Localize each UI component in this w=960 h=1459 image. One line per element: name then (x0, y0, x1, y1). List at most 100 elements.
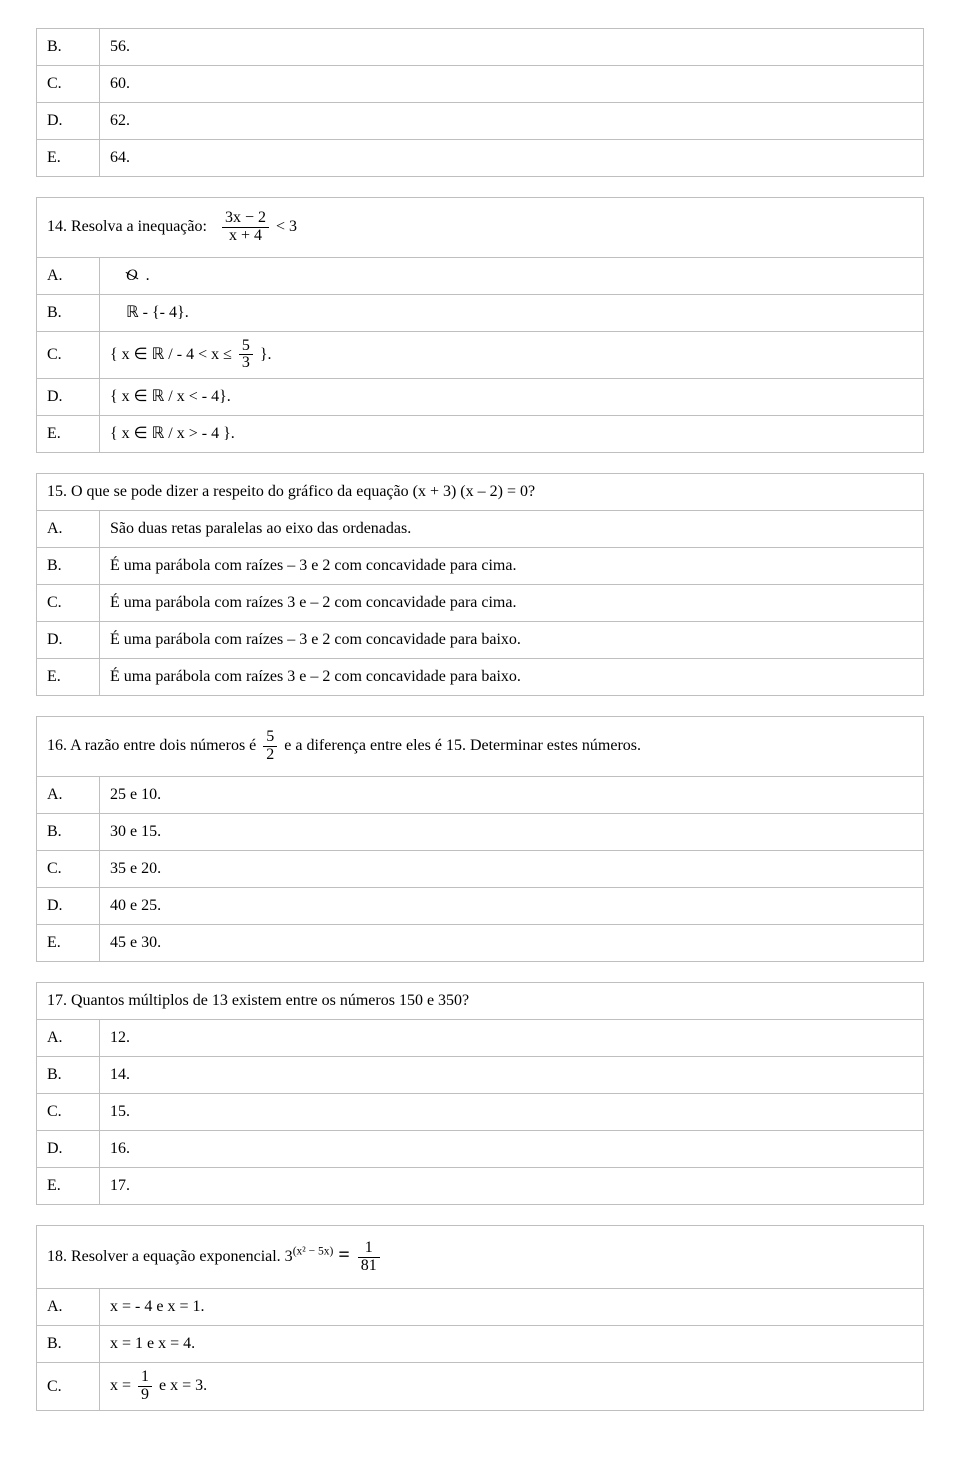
question-17: 17. Quantos múltiplos de 13 existem entr… (36, 982, 924, 1205)
option-text: 25 e 10. (100, 776, 924, 813)
table-row: B.30 e 15. (37, 813, 924, 850)
fraction: 5 2 (263, 729, 277, 764)
exponent: (x² − 5x) (293, 1245, 334, 1257)
fraction: 5 3 (239, 338, 253, 373)
option-letter: E. (37, 659, 100, 696)
option-text: 30 e 15. (100, 813, 924, 850)
fraction-den: 3 (239, 354, 253, 372)
prompt-text: 16. A razão entre dois números é (47, 737, 260, 754)
fraction-num: 5 (239, 338, 253, 355)
option-text: ℝ - {- 4}. (100, 294, 924, 331)
option-letter: C. (37, 331, 100, 379)
table-row: D.40 e 25. (37, 887, 924, 924)
prompt-text: 14. Resolva a inequação: (47, 218, 207, 235)
table-row: D.É uma parábola com raízes – 3 e 2 com … (37, 622, 924, 659)
fraction-num: 5 (263, 729, 277, 746)
option-letter: A. (37, 1019, 100, 1056)
question-15: 15. O que se pode dizer a respeito do gr… (36, 473, 924, 696)
table-row: A. O . (37, 257, 924, 294)
option-text: { x ∈ ℝ / x > - 4 }. (100, 416, 924, 453)
table-row: B.É uma parábola com raízes – 3 e 2 com … (37, 548, 924, 585)
question-18: 18. Resolver a equação exponencial. 3(x²… (36, 1225, 924, 1411)
option-text: 45 e 30. (100, 924, 924, 961)
option-text: É uma parábola com raízes – 3 e 2 com co… (100, 548, 924, 585)
option-letter: E. (37, 140, 100, 177)
option-text: { x ∈ ℝ / - 4 < x ≤ 5 3 }. (100, 331, 924, 379)
question-fragment-top: B. 56. C. 60. D. 62. E. 64. (36, 28, 924, 177)
question-prompt: 15. O que se pode dizer a respeito do gr… (37, 474, 924, 511)
fraction-num: 3x − 2 (222, 210, 269, 227)
table-row: E.É uma parábola com raízes 3 e – 2 com … (37, 659, 924, 696)
fraction: 1 81 (358, 1240, 380, 1275)
fraction-den: 2 (263, 746, 277, 764)
option-text: 35 e 20. (100, 850, 924, 887)
fraction-den: 81 (358, 1257, 380, 1275)
table-row: B. x = 1 e x = 4. (37, 1326, 924, 1363)
option-letter: E. (37, 416, 100, 453)
table-row: E. { x ∈ ℝ / x > - 4 }. (37, 416, 924, 453)
table-row: C. x = 1 9 e x = 3. (37, 1363, 924, 1411)
table-row: D.16. (37, 1130, 924, 1167)
question-prompt: 17. Quantos múltiplos de 13 existem entr… (37, 982, 924, 1019)
option-letter: C. (37, 1093, 100, 1130)
option-text: É uma parábola com raízes 3 e – 2 com co… (100, 585, 924, 622)
table-row: B.14. (37, 1056, 924, 1093)
option-text: 62. (100, 103, 924, 140)
fraction-den: x + 4 (222, 227, 269, 245)
option-letter: C. (37, 850, 100, 887)
option-letter: B. (37, 1326, 100, 1363)
option-letter: B. (37, 548, 100, 585)
question-prompt: 16. A razão entre dois números é 5 2 e a… (37, 717, 924, 777)
table-row: C.35 e 20. (37, 850, 924, 887)
option-letter: D. (37, 887, 100, 924)
question-prompt: 18. Resolver a equação exponencial. 3(x²… (37, 1225, 924, 1289)
table-row: A. x = - 4 e x = 1. (37, 1289, 924, 1326)
option-letter: B. (37, 1056, 100, 1093)
option-text: x = 1 9 e x = 3. (100, 1363, 924, 1411)
question-14: 14. Resolva a inequação: 3x − 2 x + 4 < … (36, 197, 924, 453)
option-text: 15. (100, 1093, 924, 1130)
table-row: D. { x ∈ ℝ / x < - 4}. (37, 379, 924, 416)
option-text: x = 1 e x = 4. (100, 1326, 924, 1363)
table-row: E. 64. (37, 140, 924, 177)
option-letter: D. (37, 379, 100, 416)
table-row: E.45 e 30. (37, 924, 924, 961)
fraction: 3x − 2 x + 4 (222, 210, 269, 245)
table-row: C. 60. (37, 66, 924, 103)
fraction-num: 1 (358, 1240, 380, 1257)
relation-rhs: < 3 (276, 218, 297, 235)
table-row: A.São duas retas paralelas ao eixo das o… (37, 511, 924, 548)
option-letter: E. (37, 1167, 100, 1204)
prompt-text: 18. Resolver a equação exponencial. 3 (47, 1248, 293, 1265)
option-letter: A. (37, 776, 100, 813)
option-text: É uma parábola com raízes – 3 e 2 com co… (100, 622, 924, 659)
table-row: E.17. (37, 1167, 924, 1204)
option-text: 16. (100, 1130, 924, 1167)
option-letter: C. (37, 585, 100, 622)
option-text: 14. (100, 1056, 924, 1093)
option-letter: C. (37, 66, 100, 103)
question-16: 16. A razão entre dois números é 5 2 e a… (36, 716, 924, 962)
option-letter: B. (37, 29, 100, 66)
option-letter: A. (37, 511, 100, 548)
equals-sign: = (333, 1244, 354, 1266)
fraction-den: 9 (138, 1386, 152, 1404)
table-row: C.15. (37, 1093, 924, 1130)
option-text: x = - 4 e x = 1. (100, 1289, 924, 1326)
fraction-num: 1 (138, 1369, 152, 1386)
option-letter: D. (37, 1130, 100, 1167)
option-letter: A. (37, 1289, 100, 1326)
option-text: { x ∈ ℝ / x < - 4}. (100, 379, 924, 416)
option-text: 56. (100, 29, 924, 66)
table-row: C. { x ∈ ℝ / - 4 < x ≤ 5 3 }. (37, 331, 924, 379)
option-text: 12. (100, 1019, 924, 1056)
option-letter: B. (37, 813, 100, 850)
option-letter: E. (37, 924, 100, 961)
question-prompt: 14. Resolva a inequação: 3x − 2 x + 4 < … (37, 198, 924, 258)
option-text: 17. (100, 1167, 924, 1204)
emptyset-icon: O (126, 264, 138, 288)
option-text: São duas retas paralelas ao eixo das ord… (100, 511, 924, 548)
option-text: O . (100, 257, 924, 294)
table-row: A.12. (37, 1019, 924, 1056)
option-text: 40 e 25. (100, 887, 924, 924)
